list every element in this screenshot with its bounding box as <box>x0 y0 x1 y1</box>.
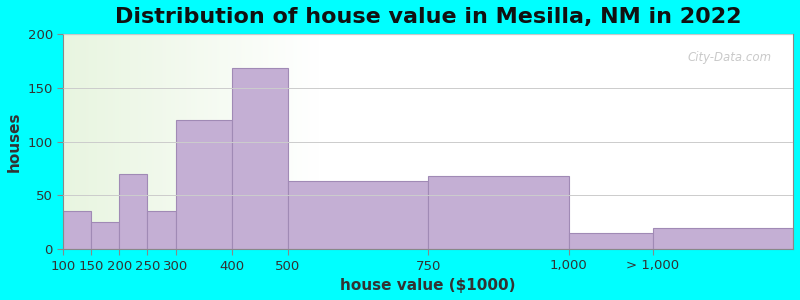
Bar <box>653 228 793 249</box>
Bar <box>147 212 175 249</box>
Bar <box>288 181 428 249</box>
Bar <box>119 174 147 249</box>
Bar <box>428 176 569 249</box>
Bar <box>63 212 91 249</box>
Bar <box>175 120 232 249</box>
Title: Distribution of house value in Mesilla, NM in 2022: Distribution of house value in Mesilla, … <box>115 7 742 27</box>
Text: City-Data.com: City-Data.com <box>687 51 771 64</box>
X-axis label: house value ($1000): house value ($1000) <box>341 278 516 293</box>
Bar <box>569 233 653 249</box>
Y-axis label: houses: houses <box>7 111 22 172</box>
Bar <box>232 68 288 249</box>
Bar <box>91 222 119 249</box>
